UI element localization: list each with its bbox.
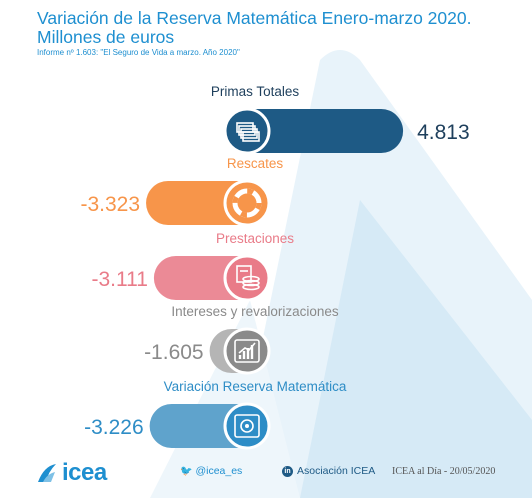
- icea-logo: icea: [36, 458, 107, 488]
- chart-subtitle: Informe nº 1.603: "El Seguro de Vida a m…: [37, 48, 240, 57]
- coin-shape: [242, 279, 260, 287]
- twitter-handle: @icea_es: [195, 465, 243, 477]
- value-label: -1.605: [144, 341, 204, 364]
- linkedin-icon: in: [282, 465, 293, 477]
- safe-dial: [240, 419, 254, 433]
- twitter-link[interactable]: 🐦 @icea_es: [180, 456, 242, 486]
- value-label: -3.111: [91, 268, 147, 291]
- twitter-icon: 🐦: [180, 465, 193, 477]
- icea-logo-mark-icon: [38, 464, 56, 482]
- value-label: -3.226: [84, 416, 144, 439]
- lifebuoy-bands: [232, 188, 262, 218]
- banknote-layer: [242, 131, 260, 142]
- value-label: 4.813: [417, 121, 470, 144]
- category-label: Prestaciones: [216, 231, 294, 246]
- safe-dial-center: [245, 424, 249, 428]
- category-label: Variación Reserva Matemática: [164, 379, 347, 394]
- icon-circle: [223, 254, 271, 302]
- chart-title: Variación de la Reserva Matemática Enero…: [37, 8, 472, 47]
- coin-shape: [242, 275, 260, 283]
- value-label: -3.323: [81, 193, 141, 216]
- safe-body: [234, 414, 260, 438]
- category-label: Primas Totales: [211, 84, 300, 99]
- linkedin-name: Asociación ICEA: [297, 465, 376, 477]
- category-label: Rescates: [227, 156, 284, 171]
- icon-circle: [223, 179, 271, 227]
- banknote-layer: [238, 125, 256, 136]
- coin-shape: [242, 283, 260, 291]
- logo-text: icea: [62, 459, 107, 486]
- icon-circle: [223, 107, 271, 155]
- banknote-layer: [240, 128, 258, 139]
- bar: [225, 109, 404, 153]
- linkedin-link[interactable]: in Asociación ICEA: [282, 456, 375, 486]
- chart-frame: [234, 339, 260, 363]
- footer-date: ICEA al Día - 20/05/2020: [392, 465, 496, 477]
- growth-line: [238, 342, 256, 354]
- category-label: Intereses y revalorizaciones: [171, 304, 339, 319]
